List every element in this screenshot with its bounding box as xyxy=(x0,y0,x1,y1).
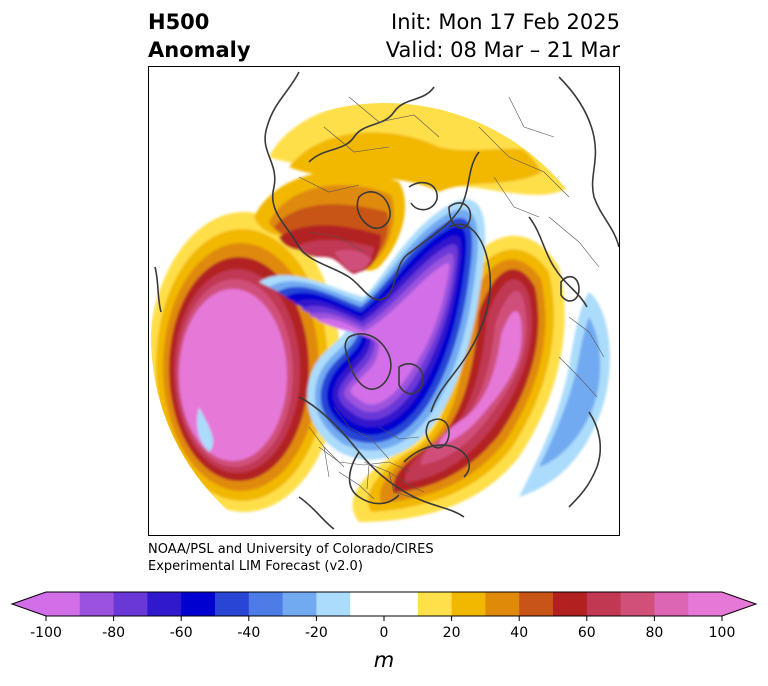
title-line-1: H500 xyxy=(148,10,210,34)
anomaly-atlantic-ridge xyxy=(352,235,565,522)
colorbar-cell xyxy=(46,592,81,616)
colorbar-tick-label: 100 xyxy=(709,625,736,641)
colorbar-ticks: -100 -80 -60 -40 -20 0 20 40 60 80 100 xyxy=(30,616,735,641)
colorbar-cell xyxy=(248,592,284,616)
colorbar-tick-label: -20 xyxy=(305,625,328,641)
colorbar-cell xyxy=(113,592,148,616)
colorbar-cell xyxy=(316,592,351,616)
colorbar-cell xyxy=(586,592,622,616)
colorbar-tick-label: -80 xyxy=(102,625,125,641)
valid-period: Valid: 08 Mar – 21 Mar xyxy=(385,38,620,62)
anomaly-map xyxy=(151,71,619,530)
colorbar-cell xyxy=(384,592,419,616)
map-title: H500 Anomaly xyxy=(148,8,251,64)
anomaly-polar-trough xyxy=(259,199,486,460)
colorbar-tick-label: 0 xyxy=(380,625,389,641)
colorbar-extend-low xyxy=(12,592,46,616)
colorbar-tick-label: 80 xyxy=(645,625,663,641)
colorbar-cell xyxy=(485,592,520,616)
colorbar-tick-label: 40 xyxy=(510,625,528,641)
colorbar-cells xyxy=(46,592,723,616)
colorbar-cell xyxy=(519,592,554,616)
credit-line-2: Experimental LIM Forecast (v2.0) xyxy=(148,559,363,574)
colorbar-cell xyxy=(181,592,216,616)
colorbar-cell xyxy=(688,592,723,616)
credit-line-1: NOAA/PSL and University of Colorado/CIRE… xyxy=(148,542,434,557)
colorbar-tick-label: 60 xyxy=(578,625,596,641)
anomaly-siberian-ridge xyxy=(254,171,406,274)
map-panel xyxy=(148,66,620,536)
colorbar-tick-label: -100 xyxy=(30,625,62,641)
init-date: Init: Mon 17 Feb 2025 xyxy=(391,10,620,34)
colorbar-cell xyxy=(654,592,689,616)
data-credit: NOAA/PSL and University of Colorado/CIRE… xyxy=(148,541,434,575)
coastlines xyxy=(154,71,619,530)
colorbar-cell xyxy=(350,592,385,616)
anomaly-east-atlantic-trough xyxy=(197,292,610,497)
colorbar-tick-label: -60 xyxy=(170,625,193,641)
colorbar-extend-high xyxy=(722,592,756,616)
title-line-2: Anomaly xyxy=(148,38,251,62)
colorbar-tick-label: -40 xyxy=(237,625,260,641)
colorbar: -100 -80 -60 -40 -20 0 20 40 60 80 100 xyxy=(10,591,758,641)
forecast-dates: Init: Mon 17 Feb 2025 Valid: 08 Mar – 21… xyxy=(386,8,620,64)
country-borders xyxy=(298,96,605,500)
colorbar-cell xyxy=(79,592,115,616)
colorbar-cell xyxy=(147,592,182,616)
colorbar-cell xyxy=(553,592,588,616)
colorbar-cell xyxy=(620,592,655,616)
colorbar-cell xyxy=(282,592,317,616)
colorbar-unit: m xyxy=(373,648,395,672)
colorbar-cell xyxy=(451,592,486,616)
colorbar-tick-label: 20 xyxy=(443,625,461,641)
colorbar-cell xyxy=(417,592,453,616)
anomaly-west-pacific-ridge xyxy=(151,212,340,512)
colorbar-cell xyxy=(215,592,250,616)
